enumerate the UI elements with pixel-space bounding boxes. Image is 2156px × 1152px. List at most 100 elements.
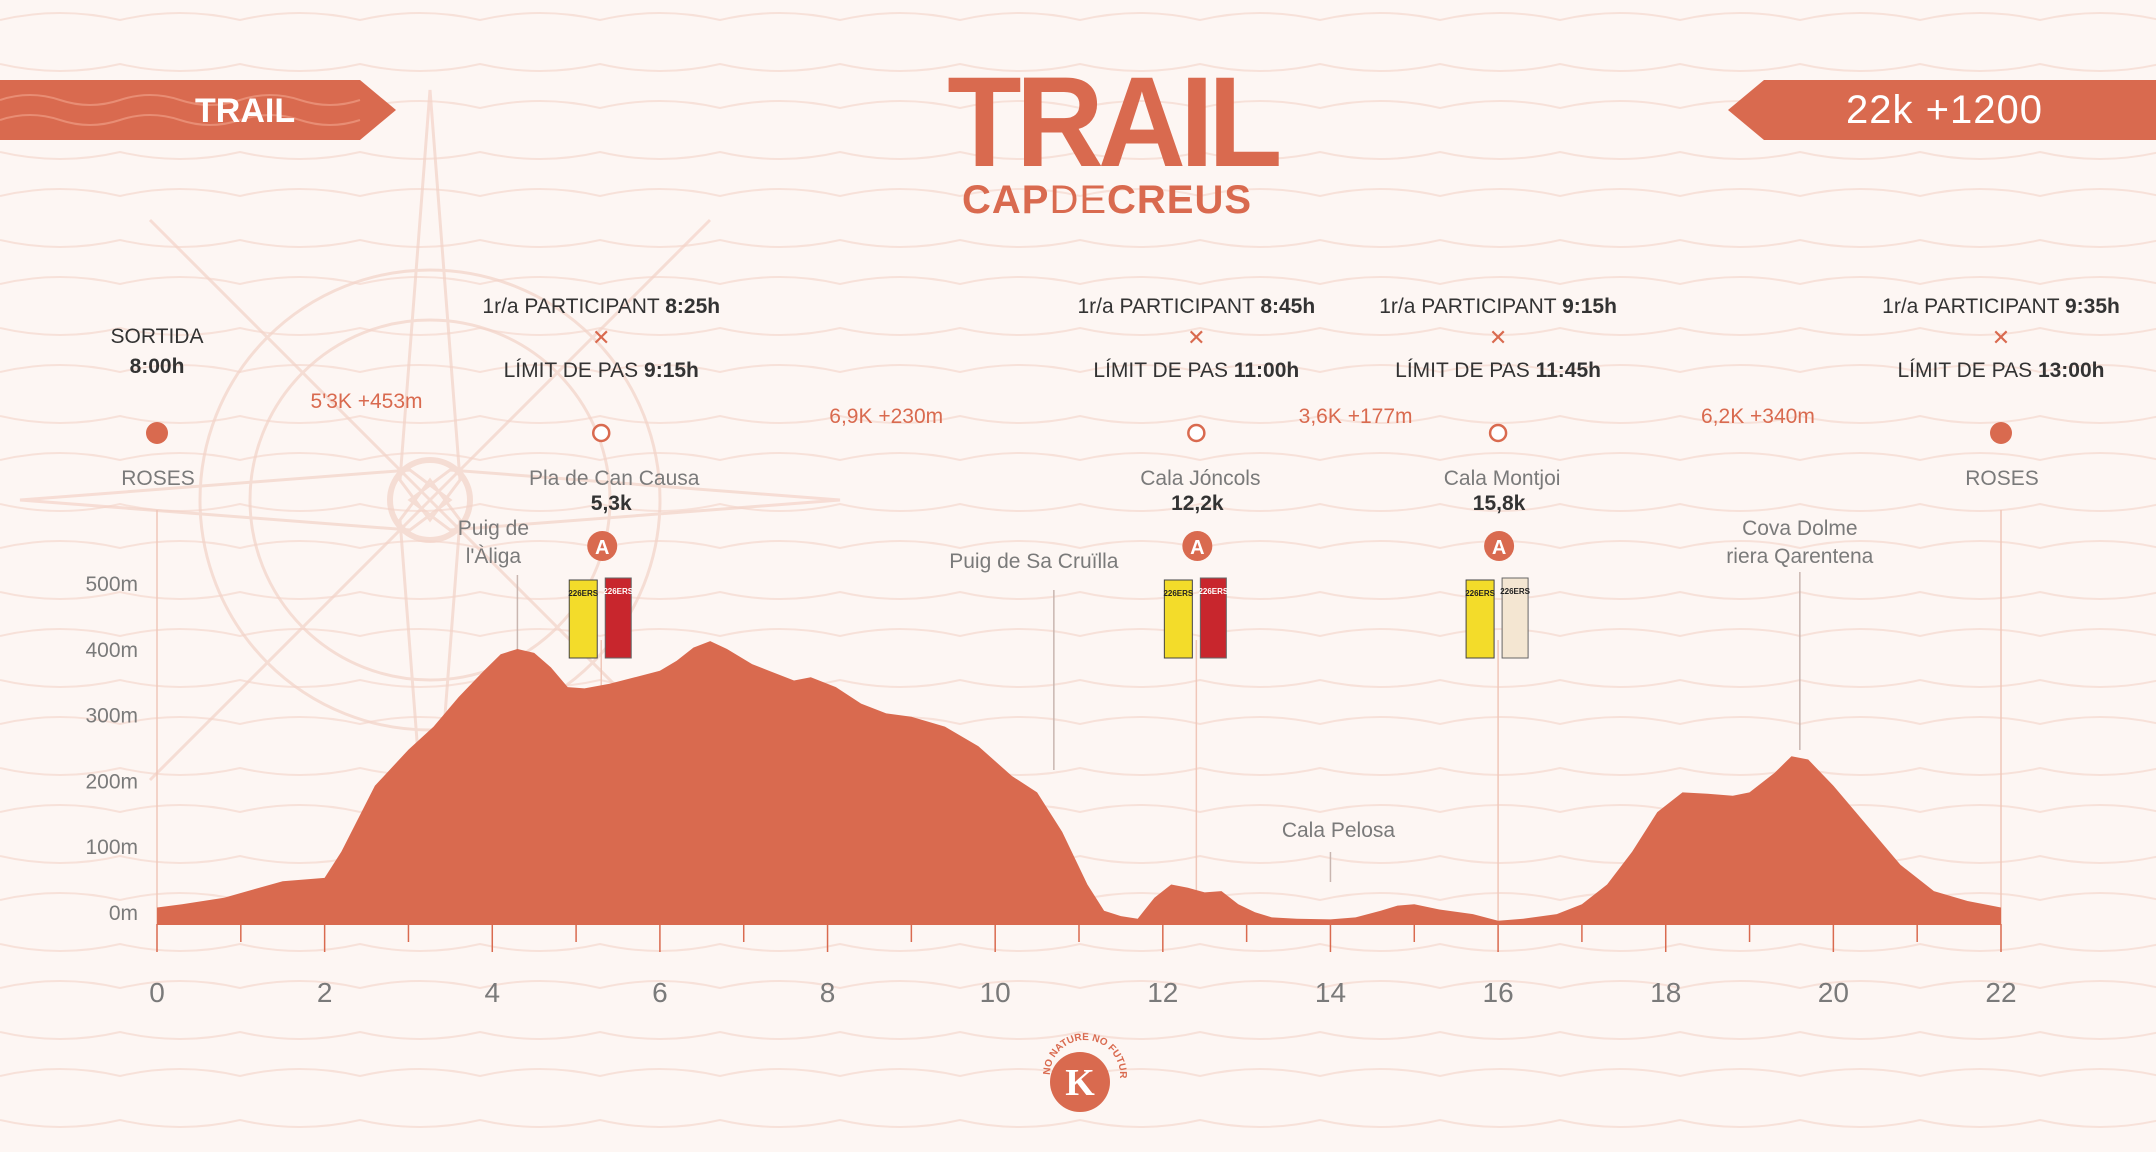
y-tick-label: 100m	[85, 836, 138, 859]
x-tick-label: 4	[484, 977, 500, 1008]
banner-shape	[0, 80, 396, 140]
annotation-label: l'Àliga	[466, 545, 522, 568]
annotation-label: Puig de Sa Cruïlla	[949, 550, 1119, 573]
x-tick-label: 22	[1985, 977, 2016, 1008]
x-tick-label: 20	[1818, 977, 1849, 1008]
first-participant-time: 1r/a PARTICIPANT 8:25h	[482, 295, 720, 318]
first-participant-time: 1r/a PARTICIPANT 8:45h	[1078, 295, 1316, 318]
x-tick-label: 0	[149, 977, 165, 1008]
product-label: 226ERS	[1465, 589, 1495, 598]
bg-wave-line	[0, 12, 2156, 22]
badge-letter: K	[1065, 1062, 1095, 1104]
segment-label: 5'3K +453m	[311, 390, 423, 413]
logo-sub-text: CAPDECREUS	[962, 178, 1253, 222]
bg-wave-line	[0, 150, 2156, 160]
product-label: 226ERS	[603, 587, 633, 596]
y-tick-label: 300m	[85, 705, 138, 728]
cutoff-cross-icon: ✕	[1489, 325, 1507, 350]
x-tick-label: 10	[980, 977, 1011, 1008]
product-label: 226ERS	[568, 589, 598, 598]
bg-wave-line	[0, 414, 2156, 424]
annotation-label: Cova Dolme	[1742, 517, 1858, 540]
station-name: Pla de Can Causa	[529, 467, 700, 490]
x-tick-label: 16	[1483, 977, 1514, 1008]
segment-label: 3,6K +177m	[1299, 405, 1413, 428]
annotation-label: riera Qarentena	[1726, 545, 1873, 568]
station-name: ROSES	[121, 467, 195, 490]
bg-wave-line	[0, 326, 2156, 336]
right-banner-label: 22k +1200	[1846, 88, 2043, 132]
station-name: Cala Jóncols	[1140, 467, 1260, 490]
elevation-area	[157, 641, 2001, 924]
x-tick-label: 14	[1315, 977, 1346, 1008]
cutoff-time-limit: LÍMIT DE PAS 9:15h	[504, 359, 699, 382]
station-name: ROSES	[1965, 467, 2039, 490]
bg-wave-line	[0, 540, 2156, 550]
cutoff-cross-icon: ✕	[592, 325, 610, 350]
station-distance: 5,3k	[591, 492, 632, 515]
energy-product-icon	[604, 577, 632, 659]
aid-station-letter: A	[595, 537, 609, 559]
hydrazero-product-icon	[1163, 579, 1193, 659]
station-distance: 15,8k	[1473, 492, 1526, 515]
bg-wave-line	[0, 1030, 2156, 1040]
x-tick-label: 2	[317, 977, 333, 1008]
hydrazero-product-icon	[1465, 579, 1495, 659]
cutoff-time-limit: LÍMIT DE PAS 11:00h	[1093, 359, 1299, 382]
x-tick-label: 8	[820, 977, 836, 1008]
cutoff-cross-icon: ✕	[1187, 325, 1205, 350]
compass-rose-watermark	[19, 89, 841, 911]
k-brand-badge: K NO NATURE NO FUTURE	[1030, 1020, 1128, 1112]
station-marker	[1488, 423, 1508, 443]
cutoff-time-limit: LÍMIT DE PAS 11:45h	[1395, 359, 1601, 382]
station-marker-filled	[1990, 422, 2012, 444]
trail-category-banner: TRAIL	[0, 80, 396, 140]
station-marker-filled	[146, 422, 168, 444]
bg-wave-line	[0, 452, 2156, 462]
bg-wave-line	[0, 188, 2156, 198]
hydrazero-product-icon	[568, 579, 598, 659]
station-marker	[591, 423, 611, 443]
cutoff-cross-icon: ✕	[1992, 325, 2010, 350]
product-label: 226ERS	[1163, 589, 1193, 598]
annotation-label: Cala Pelosa	[1282, 819, 1396, 842]
y-tick-label: 0m	[109, 902, 138, 925]
bg-wave-line	[0, 364, 2156, 374]
y-tick-label: 400m	[85, 639, 138, 662]
bg-wave-line	[0, 238, 2156, 248]
aid-station-icon	[1182, 531, 1213, 561]
x-tick-label: 6	[652, 977, 668, 1008]
aid-station-letter: A	[1190, 537, 1204, 559]
bg-wave-line	[0, 1118, 2156, 1128]
start-label: SORTIDA	[111, 325, 204, 348]
bg-wave-line	[0, 502, 2156, 512]
annotation-label: Puig de	[458, 517, 529, 540]
aid-station-icon	[1484, 531, 1515, 561]
left-banner-label: TRAIL	[195, 92, 296, 130]
cutoff-time-limit: LÍMIT DE PAS 13:00h	[1898, 359, 2105, 382]
first-participant-time: 1r/a PARTICIPANT 9:15h	[1379, 295, 1617, 318]
y-tick-label: 500m	[85, 573, 138, 596]
bg-wave-line	[0, 62, 2156, 72]
distance-elevation-banner: 22k +1200	[1728, 80, 2156, 140]
product-label: 226ERS	[1198, 587, 1228, 596]
bg-wave-line	[0, 942, 2156, 952]
bg-wave-line	[0, 980, 2156, 990]
segment-label: 6,9K +230m	[829, 405, 943, 428]
y-tick-label: 200m	[85, 770, 138, 793]
trail-cap-de-creus-logo: TRAIL CAPDECREUS	[940, 59, 1282, 223]
banner-shape	[1728, 80, 2156, 140]
station-name: Cala Montjoi	[1444, 467, 1561, 490]
bg-wave-line	[0, 276, 2156, 286]
aid-station-icon	[587, 531, 618, 561]
aid-station-letter: A	[1492, 537, 1506, 559]
station-distance: 12,2k	[1171, 492, 1224, 515]
x-tick-label: 12	[1147, 977, 1178, 1008]
station-marker	[1187, 423, 1206, 443]
energy-product-icon	[1199, 577, 1227, 659]
x-tick-label: 18	[1650, 977, 1681, 1008]
product-label: 226ERS	[1500, 587, 1530, 596]
first-participant-time: 1r/a PARTICIPANT 9:35h	[1882, 295, 2120, 318]
